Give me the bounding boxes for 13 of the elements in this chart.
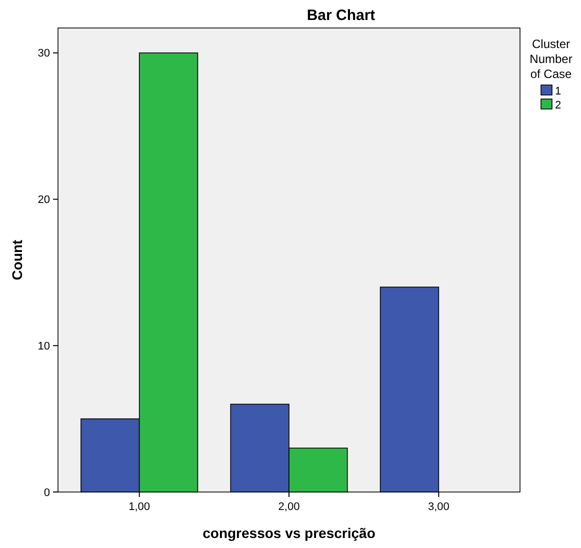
legend-label: 2 bbox=[555, 100, 562, 112]
y-tick-label: 20 bbox=[38, 194, 50, 206]
y-tick-label: 10 bbox=[38, 340, 50, 352]
x-tick-label: 2,00 bbox=[278, 501, 300, 513]
x-tick-label: 3,00 bbox=[428, 501, 450, 513]
legend-label: 1 bbox=[555, 86, 562, 98]
y-tick-label: 0 bbox=[44, 486, 50, 499]
chart-title: Bar Chart bbox=[306, 7, 376, 24]
y-axis-title: Count bbox=[9, 239, 25, 280]
legend-title: Cluster Number of Case bbox=[530, 37, 572, 81]
y-tick-label: 30 bbox=[38, 48, 50, 60]
x-axis-title: congressos vs prescrição bbox=[202, 525, 376, 541]
x-tick-label: 1,00 bbox=[128, 501, 150, 513]
